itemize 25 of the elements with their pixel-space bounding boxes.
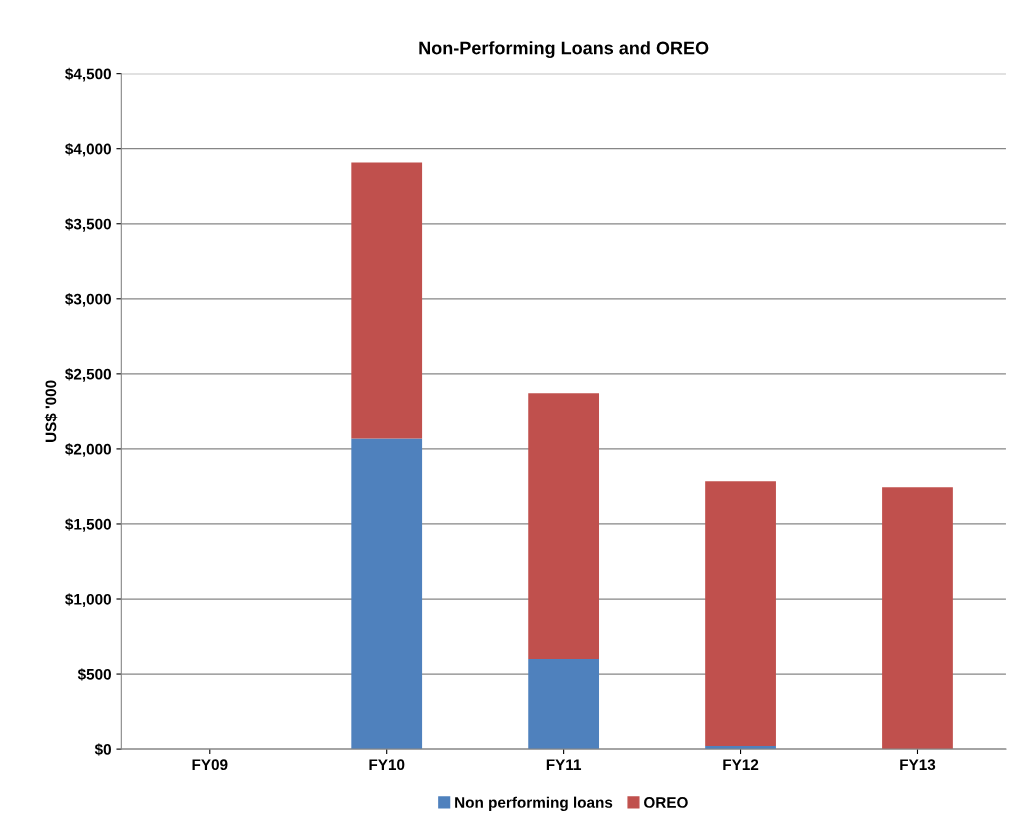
bar xyxy=(528,659,600,750)
x-tick-label: FY13 xyxy=(900,759,936,771)
x-tick-label: FY11 xyxy=(546,759,582,770)
y-tick-label: $500 xyxy=(77,668,111,681)
y-tick-label: $0 xyxy=(94,743,111,756)
bar xyxy=(705,481,776,747)
bar xyxy=(351,162,423,439)
y-tick-label: $3,000 xyxy=(65,293,111,307)
y-tick-label: $4,000 xyxy=(65,142,111,157)
y-tick-label: $4,500 xyxy=(65,67,111,82)
bar xyxy=(528,393,600,660)
chart-title: Non-Performing Loans and OREO xyxy=(419,41,709,59)
bar xyxy=(882,487,953,750)
y-tick-label: $3,500 xyxy=(65,217,111,232)
y-tick-label: $1,500 xyxy=(65,518,111,532)
x-tick-label: FY10 xyxy=(369,759,405,771)
legend-label: Non performing loans xyxy=(455,796,613,811)
bar xyxy=(351,438,423,750)
y-axis-title: US$ '000 xyxy=(44,380,58,443)
x-tick-label: FY09 xyxy=(192,759,228,771)
legend-label: OREO xyxy=(644,797,688,808)
y-tick-label: $2,000 xyxy=(65,443,111,457)
y-tick-label: $2,500 xyxy=(65,368,111,382)
y-tick-label: $1,000 xyxy=(65,593,111,607)
x-tick-label: FY12 xyxy=(723,759,759,770)
